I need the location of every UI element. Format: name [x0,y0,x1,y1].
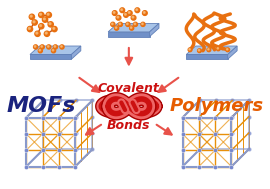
Circle shape [48,46,49,47]
Circle shape [45,32,47,34]
Circle shape [130,26,134,30]
Circle shape [134,23,136,25]
Circle shape [198,49,201,53]
Circle shape [130,27,132,28]
Circle shape [39,24,44,29]
Circle shape [121,9,123,10]
Circle shape [207,48,211,52]
Circle shape [52,26,57,32]
Polygon shape [30,54,71,59]
Circle shape [189,49,190,50]
Circle shape [208,49,209,50]
Circle shape [43,18,45,20]
Circle shape [127,11,132,15]
Circle shape [28,27,30,29]
Circle shape [40,45,44,49]
Polygon shape [71,46,81,59]
Circle shape [48,22,53,27]
Circle shape [53,45,58,49]
Circle shape [49,23,51,25]
Circle shape [44,31,50,36]
Circle shape [34,46,36,47]
Circle shape [40,25,42,26]
Circle shape [53,27,55,29]
Circle shape [112,23,113,25]
Text: MOFs: MOFs [6,96,76,116]
Circle shape [142,23,143,25]
Circle shape [36,32,38,34]
Circle shape [118,22,122,26]
Circle shape [188,48,192,52]
Circle shape [120,8,125,13]
Circle shape [115,27,117,28]
Circle shape [126,22,130,26]
Circle shape [39,12,44,18]
Circle shape [33,45,38,49]
Circle shape [52,50,54,51]
Circle shape [127,23,128,25]
Circle shape [38,49,42,53]
Circle shape [35,31,40,36]
Circle shape [143,12,145,13]
Circle shape [217,47,220,51]
Circle shape [41,46,42,47]
Polygon shape [30,46,81,54]
Circle shape [42,17,48,22]
Circle shape [54,46,56,47]
Circle shape [47,45,51,49]
Circle shape [112,11,117,15]
Circle shape [135,8,140,13]
Circle shape [61,46,62,47]
Circle shape [114,26,119,30]
Circle shape [143,11,147,15]
Circle shape [141,22,145,26]
Circle shape [226,48,230,52]
Text: Bonds: Bonds [107,119,151,132]
Circle shape [27,26,33,32]
Circle shape [29,14,35,19]
Circle shape [136,9,137,10]
Polygon shape [108,32,150,37]
Text: Covalent: Covalent [98,82,160,95]
Text: Polymers: Polymers [169,97,264,115]
Circle shape [128,12,130,13]
Circle shape [52,49,56,53]
Circle shape [116,15,121,20]
Circle shape [39,50,40,51]
Circle shape [40,13,42,15]
Circle shape [132,16,134,18]
Circle shape [198,50,200,51]
Circle shape [124,13,128,17]
Circle shape [111,22,115,26]
Polygon shape [228,46,237,59]
Polygon shape [186,54,228,59]
Circle shape [113,12,115,13]
Polygon shape [186,46,237,54]
Circle shape [47,13,49,15]
Circle shape [217,48,218,49]
Circle shape [119,23,121,25]
Polygon shape [150,23,159,37]
Circle shape [133,22,137,26]
Circle shape [131,15,136,20]
Circle shape [60,45,64,49]
Circle shape [46,12,52,18]
Circle shape [30,15,32,17]
Circle shape [117,16,119,18]
Circle shape [33,21,35,23]
Circle shape [125,14,126,15]
Circle shape [227,49,228,50]
Polygon shape [108,23,159,32]
Circle shape [32,20,37,25]
